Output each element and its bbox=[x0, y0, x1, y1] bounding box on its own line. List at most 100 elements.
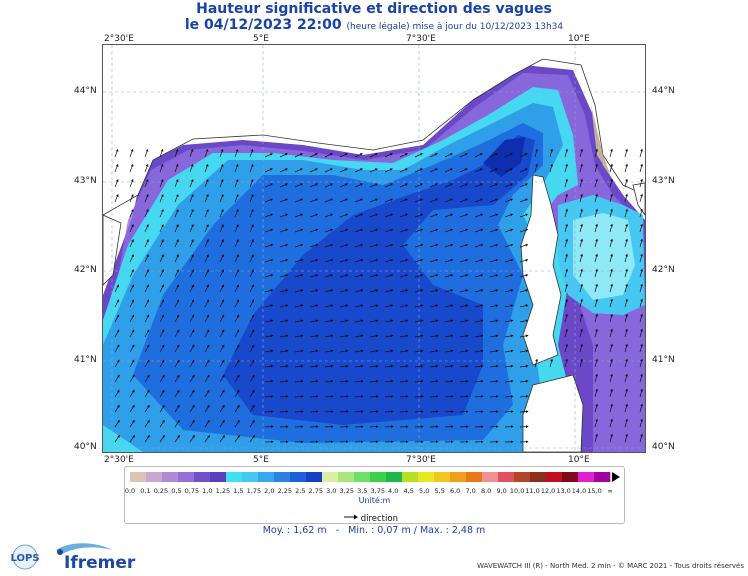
direction-arrow bbox=[384, 425, 394, 429]
direction-arrow bbox=[594, 433, 598, 443]
direction-arrow bbox=[309, 243, 319, 248]
direction-arrow bbox=[204, 389, 210, 398]
direction-arrow bbox=[129, 208, 134, 218]
direction-arrow bbox=[114, 163, 119, 173]
scale-label: 1,5 bbox=[233, 487, 244, 495]
direction-arrow bbox=[339, 213, 349, 218]
direction-arrow bbox=[489, 213, 499, 218]
lon-tick-top-1: 5°E bbox=[253, 34, 269, 44]
direction-arrow bbox=[309, 153, 318, 158]
direction-arrow bbox=[624, 253, 628, 263]
direction-arrow bbox=[324, 304, 334, 308]
direction-arrow bbox=[234, 178, 239, 188]
direction-arrow bbox=[564, 208, 568, 218]
direction-arrow bbox=[459, 334, 469, 338]
direction-arrow bbox=[594, 268, 598, 278]
direction-arrow bbox=[339, 168, 348, 173]
direction-arrow bbox=[579, 193, 583, 203]
direction-arrow bbox=[474, 304, 484, 308]
direction-arrow bbox=[129, 299, 135, 308]
wave-height-map[interactable] bbox=[102, 44, 646, 453]
direction-arrow bbox=[474, 410, 484, 413]
direction-arrow bbox=[279, 213, 289, 218]
direction-arrow bbox=[324, 410, 334, 413]
direction-arrow bbox=[249, 299, 255, 308]
direction-arrow bbox=[174, 193, 179, 203]
direction-arrow bbox=[309, 334, 319, 338]
scale-cell bbox=[290, 472, 307, 482]
direction-arrow bbox=[129, 374, 135, 383]
direction-arrow bbox=[144, 193, 149, 203]
direction-arrow bbox=[459, 379, 469, 383]
direction-arrow bbox=[219, 193, 224, 203]
direction-arrow bbox=[129, 163, 134, 173]
direction-arrow bbox=[459, 258, 469, 263]
direction-arrow bbox=[129, 314, 135, 323]
direction-arrow bbox=[129, 193, 134, 203]
direction-arrow bbox=[309, 395, 319, 398]
direction-arrow bbox=[639, 283, 643, 293]
direction-arrow bbox=[369, 274, 379, 278]
direction-arrow bbox=[354, 334, 364, 338]
direction-arrow bbox=[129, 239, 134, 248]
direction-arrow bbox=[414, 379, 424, 383]
direction-arrow bbox=[504, 364, 514, 368]
direction-arrow bbox=[384, 198, 394, 203]
direction-arrow bbox=[339, 258, 349, 263]
scale-cell bbox=[466, 472, 483, 482]
direction-arrow bbox=[369, 168, 378, 173]
direction-arrow bbox=[159, 419, 165, 428]
direction-arrow bbox=[324, 168, 333, 173]
direction-arrow bbox=[414, 289, 424, 293]
direction-arrow bbox=[369, 410, 379, 413]
direction-arrow bbox=[564, 223, 568, 233]
direction-arrow bbox=[564, 253, 568, 263]
direction-arrow bbox=[624, 208, 628, 218]
direction-arrow bbox=[219, 359, 225, 368]
direction-arrow bbox=[279, 364, 289, 368]
direction-arrow bbox=[519, 289, 529, 293]
direction-arrow bbox=[174, 359, 180, 368]
direction-arrow bbox=[234, 314, 240, 323]
direction-arrow bbox=[414, 213, 424, 218]
direction-arrow bbox=[144, 314, 150, 323]
direction-arrow bbox=[594, 403, 598, 413]
direction-arrow bbox=[504, 198, 514, 203]
direction-arrow bbox=[309, 304, 319, 308]
direction-arrow bbox=[129, 148, 134, 158]
direction-arrow bbox=[444, 334, 454, 338]
direction-arrow bbox=[414, 153, 423, 158]
direction-arrow bbox=[234, 434, 240, 443]
direction-arrow bbox=[549, 163, 553, 173]
direction-arrow bbox=[264, 349, 274, 353]
direction-arrow bbox=[189, 208, 194, 218]
direction-arrow bbox=[519, 228, 529, 233]
direction-arrow bbox=[294, 213, 304, 218]
direction-arrow bbox=[129, 254, 134, 263]
direction-arrow bbox=[189, 389, 195, 398]
direction-arrow bbox=[429, 364, 439, 368]
direction-arrow bbox=[249, 434, 255, 443]
scale-cell bbox=[450, 472, 467, 482]
direction-arrow bbox=[459, 228, 469, 233]
direction-arrow bbox=[639, 403, 643, 413]
direction-arrow bbox=[129, 419, 135, 428]
direction-arrow bbox=[219, 374, 225, 383]
direction-arrow bbox=[309, 349, 319, 353]
direction-arrow bbox=[249, 148, 254, 158]
direction-arrow bbox=[159, 224, 164, 233]
direction-arrow bbox=[204, 148, 209, 158]
direction-arrow bbox=[594, 328, 598, 338]
direction-arrow bbox=[324, 425, 334, 429]
scale-cell bbox=[562, 472, 579, 482]
direction-arrow bbox=[144, 269, 149, 278]
direction-arrow bbox=[384, 410, 394, 413]
direction-arrow bbox=[639, 163, 643, 173]
direction-arrow bbox=[384, 183, 394, 188]
direction-arrow bbox=[354, 289, 364, 293]
direction-arrow bbox=[429, 410, 439, 413]
direction-arrow bbox=[624, 343, 628, 353]
direction-arrow bbox=[504, 228, 514, 233]
direction-arrow bbox=[594, 148, 598, 158]
direction-arrow bbox=[309, 198, 319, 203]
